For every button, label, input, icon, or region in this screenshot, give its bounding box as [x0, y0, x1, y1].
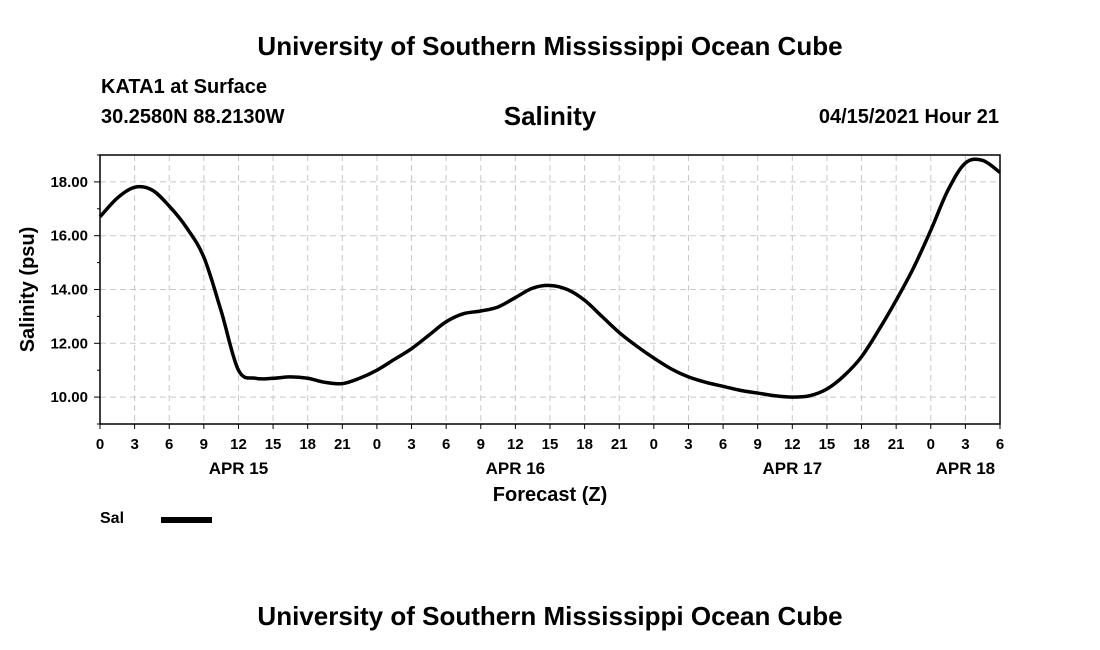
date-label: APR 15 [209, 459, 269, 478]
y-tick-label: 10.00 [50, 389, 88, 406]
x-tick-label: 21 [334, 436, 351, 453]
x-tick-label: 3 [961, 436, 969, 453]
grid-lines [100, 155, 1000, 424]
x-tick-label: 3 [684, 436, 692, 453]
legend-label: Sal [100, 510, 125, 527]
y-tick-label: 16.00 [50, 228, 88, 245]
x-tick-label: 21 [888, 436, 905, 453]
chart-title: Salinity [503, 101, 597, 131]
x-tick-label: 9 [754, 436, 762, 453]
x-tick-label: 12 [507, 436, 524, 453]
top-title: University of Southern Mississippi Ocean… [257, 31, 843, 61]
y-tick-label: 14.00 [50, 282, 88, 299]
forecast-datetime: 04/15/2021 Hour 21 [818, 106, 999, 128]
series-layer [98, 157, 1002, 399]
date-label: APR 17 [763, 459, 823, 478]
y-tick-label: 12.00 [50, 335, 88, 352]
x-tick-label: 18 [299, 436, 316, 453]
x-tick-label: 6 [719, 436, 727, 453]
x-tick-label: 0 [927, 436, 935, 453]
station-label: KATA1 at Surface [101, 76, 267, 98]
x-tick-label: 15 [819, 436, 836, 453]
x-axis-label: Forecast (Z) [493, 484, 607, 506]
series-line-sal [98, 157, 1002, 399]
x-tick-label: 18 [853, 436, 870, 453]
x-tick-label: 6 [996, 436, 1004, 453]
x-tick-label: 15 [542, 436, 559, 453]
x-tick-label: 12 [230, 436, 247, 453]
x-tick-label: 6 [442, 436, 450, 453]
x-tick-label: 12 [784, 436, 801, 453]
x-tick-label: 0 [96, 436, 104, 453]
y-tick-label: 18.00 [50, 174, 88, 191]
legend-swatch [161, 517, 212, 523]
date-label: APR 16 [486, 459, 546, 478]
x-tick-label: 3 [130, 436, 138, 453]
x-tick-label: 18 [576, 436, 593, 453]
x-tick-label: 6 [165, 436, 173, 453]
x-tick-label: 3 [407, 436, 415, 453]
plot-frame [99, 154, 1001, 425]
x-tick-label: 9 [200, 436, 208, 453]
y-axis-label: Salinity (psu) [17, 227, 39, 353]
x-tick-label: 0 [373, 436, 381, 453]
axes: 0 3 6 9 12 15 18 21 0 3 6 9 12 15 18 21 0 3 6 9 12 15 18 21 0 3 6 1… [50, 154, 1004, 478]
date-label: APR 18 [936, 459, 996, 478]
x-tick-label: 0 [650, 436, 658, 453]
coordinates-label: 30.2580N 88.2130W [101, 106, 285, 128]
x-tick-label: 15 [265, 436, 282, 453]
x-tick-label: 9 [477, 436, 485, 453]
x-tick-label: 21 [611, 436, 628, 453]
bottom-title: University of Southern Mississippi Ocean… [257, 601, 843, 631]
